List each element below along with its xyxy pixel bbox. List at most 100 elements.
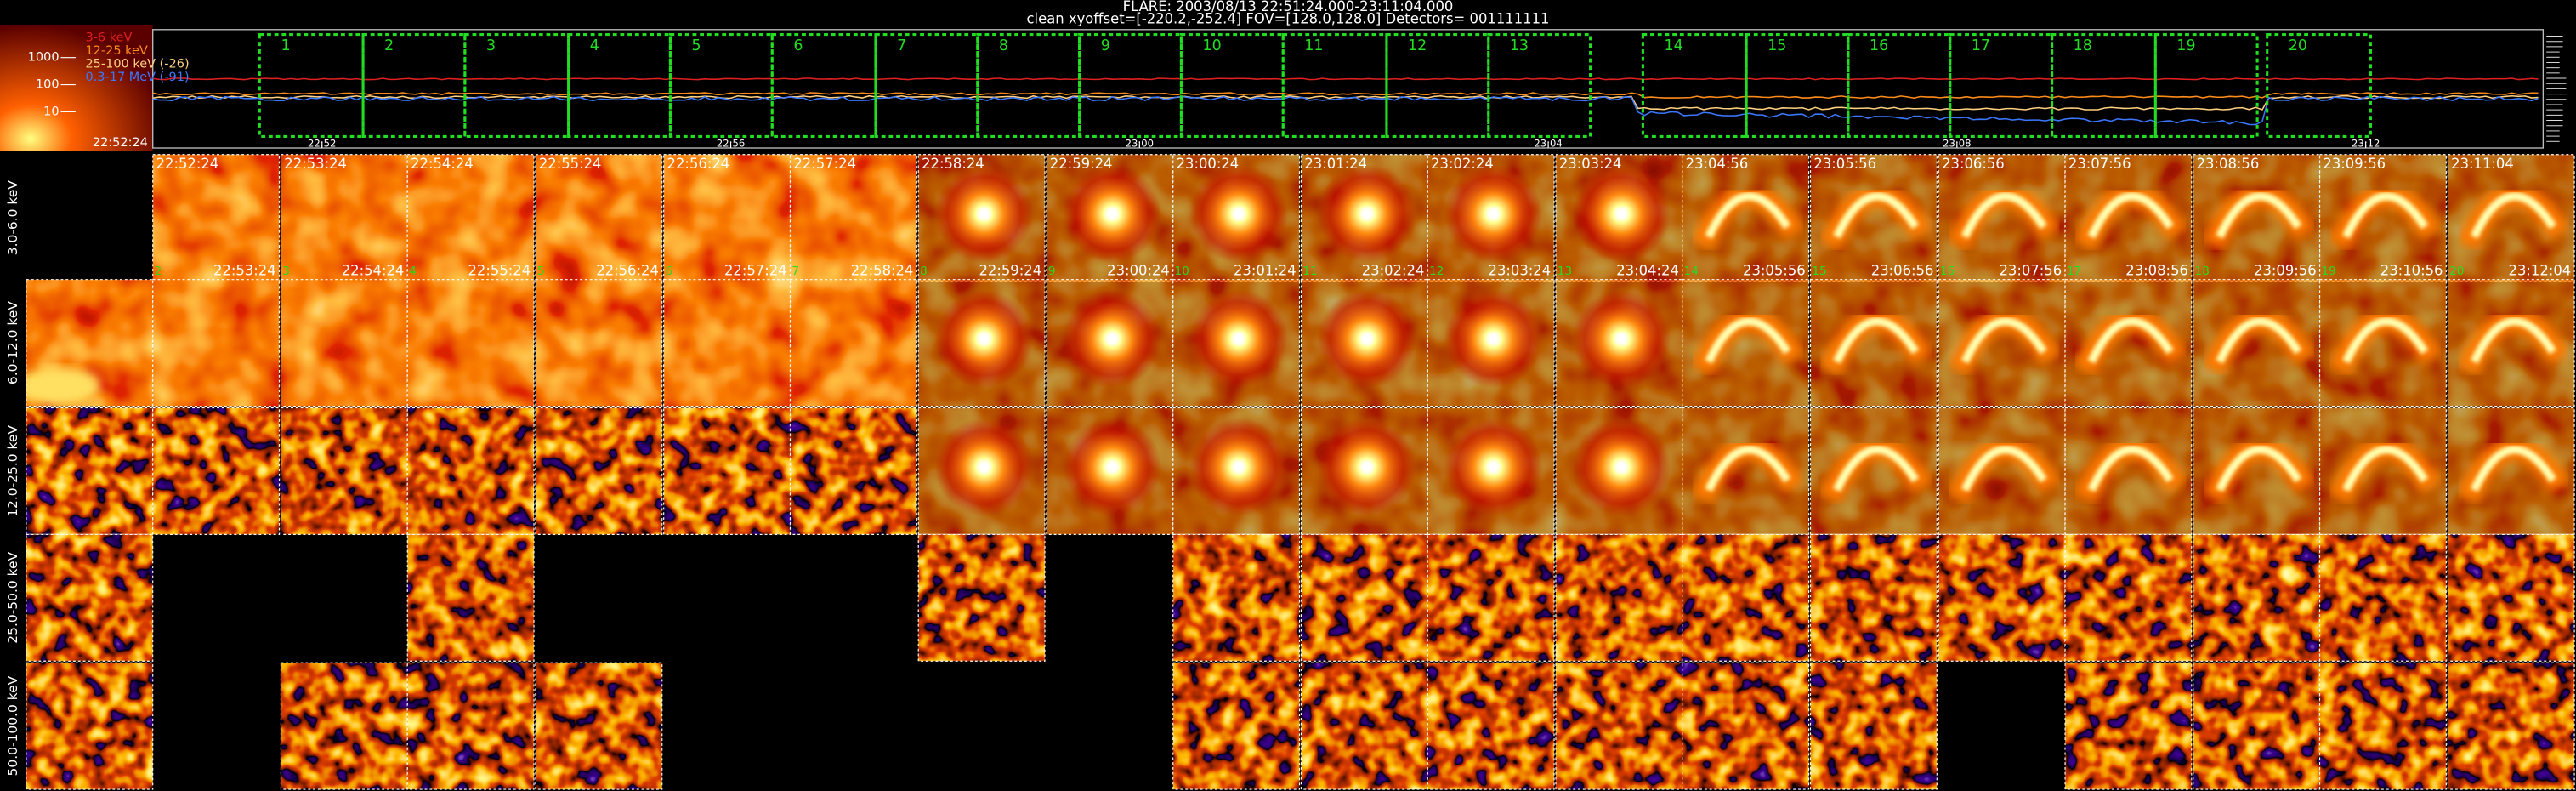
image-tile (2193, 279, 2321, 407)
tile-border (535, 279, 663, 407)
flare-glow (26, 367, 100, 407)
interval-box (2153, 33, 2259, 139)
interval-number: 7 (897, 37, 906, 54)
tile-content (1172, 279, 1300, 407)
tile-noise (1172, 663, 1300, 790)
tile-border (406, 662, 535, 790)
interval-number: 14 (1665, 37, 1683, 54)
tile-noise (1938, 534, 2066, 662)
tile-start-time: 23:02:24 (1431, 156, 1494, 172)
image-tile (1300, 662, 1428, 790)
flare-core (1232, 332, 1245, 346)
interval-box (1745, 33, 1850, 139)
flare-core (1486, 332, 1501, 346)
interval-box (258, 33, 365, 139)
tile-border (2447, 662, 2575, 790)
image-tile (2447, 407, 2575, 535)
tile-start-time: 22:59:24 (1050, 156, 1113, 172)
image-tile (2447, 533, 2575, 662)
tile-content (2448, 279, 2575, 407)
tile-start-time: 22:57:24 (793, 156, 856, 172)
interval-number: 20 (2289, 37, 2307, 54)
image-tile (152, 407, 281, 535)
image-tile: 23:05:56 23:06:56 15 (1809, 154, 1938, 282)
tile-content (407, 663, 535, 790)
tile-content (2193, 534, 2320, 662)
image-tile (1046, 279, 1174, 407)
image-tile (1300, 279, 1428, 407)
interval-box (463, 33, 570, 139)
image-tile (1555, 533, 1683, 662)
image-tile (26, 662, 154, 790)
tile-noise (1427, 534, 1555, 662)
tile-end-time: 22:55:24 (468, 263, 531, 279)
tile-end-time: 23:12:04 (2509, 263, 2572, 279)
tile-border (2064, 662, 2193, 790)
image-tile (917, 533, 1046, 662)
tile-bg (535, 279, 662, 407)
tile-border (26, 662, 154, 790)
thumbnail-time: 22:52:24 (93, 136, 148, 150)
tile-border (535, 407, 663, 535)
image-tile (406, 533, 535, 662)
image-tile (1682, 533, 1810, 662)
tile-interval: 7 (792, 265, 799, 278)
image-tile (280, 279, 408, 407)
image-tile (2064, 533, 2193, 662)
tile-interval: 4 (409, 265, 417, 278)
tile-content (2319, 663, 2447, 790)
tile-end-time: 22:53:24 (213, 263, 276, 279)
image-tile (26, 279, 154, 407)
flare-loop (2216, 445, 2302, 492)
tile-interval: 11 (1302, 265, 1317, 278)
flare-core (1232, 207, 1245, 221)
image-tile: 23:08:56 23:09:56 18 (2193, 154, 2321, 282)
flare-core (1360, 207, 1374, 221)
image-tile (1938, 279, 2066, 407)
image-tile (1938, 407, 2066, 535)
tile-start-time: 23:11:04 (2451, 156, 2514, 172)
legend-entry: 25-100 keV (-26) (85, 57, 189, 71)
tile-content (26, 534, 153, 662)
tile-content (2065, 279, 2192, 407)
image-tile (406, 662, 535, 790)
tile-content (1555, 534, 1682, 662)
tile-end-time: 23:08:56 (2125, 263, 2188, 279)
tile-content (1046, 407, 1173, 535)
tile-bg (281, 279, 408, 407)
tile-end-time: 23:06:56 (1871, 263, 1934, 279)
image-tile (1809, 279, 1938, 407)
tile-interval: 3 (282, 265, 290, 278)
image-tile (1046, 407, 1174, 535)
tile-end-time: 23:00:24 (1107, 263, 1170, 279)
tile-start-time: 22:58:24 (922, 156, 984, 172)
tile-border (2064, 279, 2193, 407)
tile-content (1301, 663, 1428, 790)
tile-content (1427, 663, 1555, 790)
image-tile (280, 662, 408, 790)
tile-content (2319, 407, 2447, 535)
tile-start-time: 23:06:56 (1942, 156, 2005, 172)
tile-noise (1555, 534, 1682, 662)
image-tile: 23:04:56 23:05:56 14 (1682, 154, 1810, 282)
tile-noise (2193, 534, 2320, 662)
tile-content (918, 534, 1046, 662)
image-tile (1555, 407, 1683, 535)
tile-content (2065, 534, 2192, 662)
tile-bg (281, 154, 408, 282)
flare-loop (2342, 192, 2429, 239)
tile-border (1809, 662, 1938, 790)
image-tile (1427, 662, 1555, 790)
tile-start-time: 23:07:56 (2068, 156, 2131, 172)
title: FLARE: 2003/08/13 22:51:24.000-23:11:04.… (1123, 0, 1454, 14)
image-tile (2318, 662, 2447, 790)
tile-border (1427, 662, 1555, 790)
flare-loop (2342, 316, 2429, 364)
tile-content (1682, 154, 1809, 282)
image-tile: 22:52:24 22:53:24 2 (152, 154, 281, 282)
tile-noise (1810, 534, 1938, 662)
tile-content (1555, 663, 1682, 790)
tile-noise (1301, 663, 1428, 790)
tile-content (1046, 154, 1173, 282)
